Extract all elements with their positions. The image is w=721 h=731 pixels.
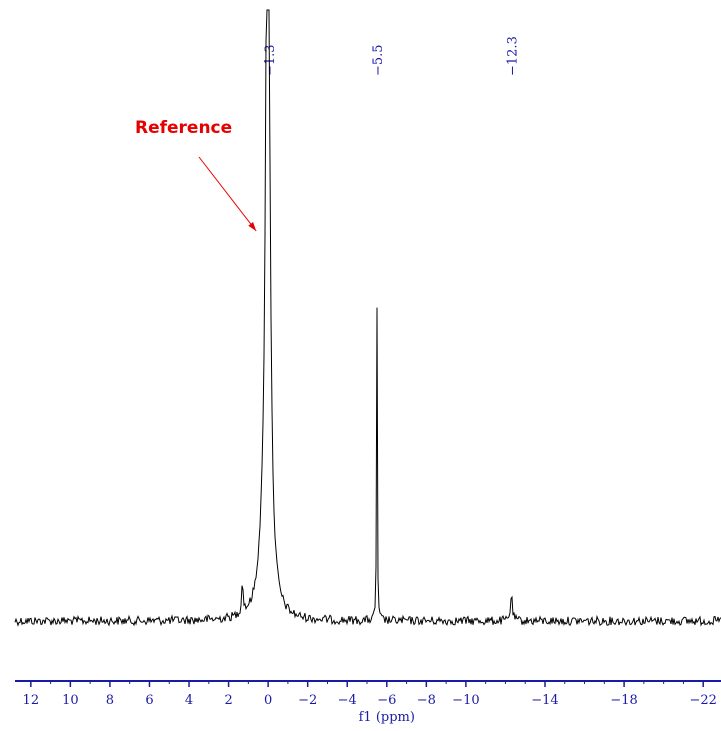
x-tick-label: −6 bbox=[377, 693, 396, 708]
spectrum-trace-group bbox=[14, 9, 721, 627]
x-tick-labels-group: 12 10 8 6 4 2 0 −2 −4 −6 −8 −10 −14 −18 −22 bbox=[23, 693, 717, 708]
peak-labels-group: −1.3 −5.5 −12.3 bbox=[263, 36, 520, 76]
x-tick-label: −22 bbox=[689, 693, 716, 708]
reference-annotation: Reference bbox=[135, 118, 257, 232]
x-tick-label: 6 bbox=[145, 693, 153, 708]
reference-arrow-line bbox=[198, 156, 257, 232]
peak-label-text: −5.5 bbox=[371, 44, 386, 76]
x-tick-label: −4 bbox=[338, 693, 357, 708]
x-tick-label: −8 bbox=[417, 693, 436, 708]
reference-annotation-text: Reference bbox=[135, 118, 232, 138]
peak-label: −12.3 bbox=[505, 36, 520, 76]
x-tick-label: −2 bbox=[298, 693, 317, 708]
x-tick-label: 2 bbox=[224, 693, 232, 708]
x-tick-label: −14 bbox=[531, 693, 558, 708]
x-tick-label: 12 bbox=[23, 693, 40, 708]
peak-label: −1.3 bbox=[263, 44, 278, 76]
x-tick-label: 8 bbox=[106, 693, 114, 708]
peak-label-text: −12.3 bbox=[505, 36, 520, 76]
reference-arrow-head bbox=[248, 222, 257, 231]
spectrum-line bbox=[14, 9, 721, 627]
x-tick-label: −18 bbox=[610, 693, 637, 708]
x-axis-group bbox=[15, 680, 721, 687]
peak-label-text: −1.3 bbox=[263, 44, 278, 76]
x-tick-label: 10 bbox=[62, 693, 79, 708]
peak-label: −5.5 bbox=[371, 44, 386, 76]
x-tick-label: 0 bbox=[264, 693, 272, 708]
x-axis-title: f1 (ppm) bbox=[359, 710, 415, 725]
x-tick-label: 4 bbox=[185, 693, 193, 708]
x-tick-label: −10 bbox=[452, 693, 479, 708]
